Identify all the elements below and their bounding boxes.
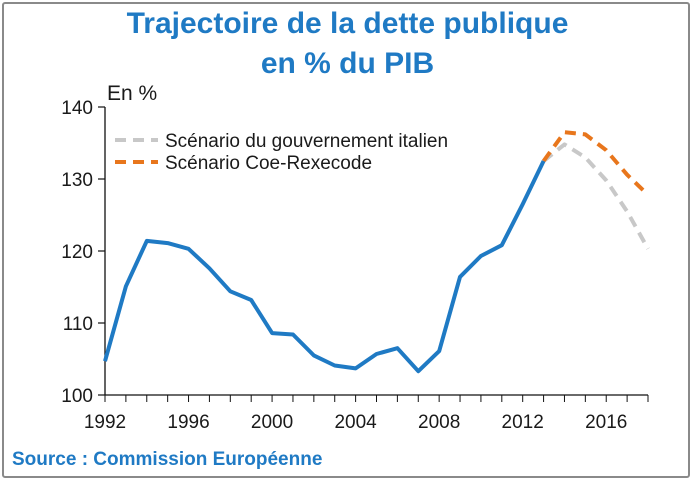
chart-title: Trajectoire de la dette publique en % du… — [0, 4, 695, 84]
x-tick-label: 1992 — [84, 412, 126, 433]
y-tick-label: 140 — [61, 98, 93, 119]
series-line-coe — [541, 130, 650, 197]
x-tick-label: 2008 — [418, 412, 460, 433]
x-tick-label: 2004 — [334, 412, 377, 433]
x-tick-label: 2012 — [502, 412, 544, 433]
y-tick-label: 100 — [61, 386, 93, 407]
y-tick-label: 110 — [63, 314, 93, 335]
source-note: Source : Commission Européenne — [12, 449, 323, 470]
x-tick-label: 2000 — [251, 412, 293, 433]
y-axis-label: En % — [107, 82, 157, 105]
legend-label-coe: Scénario Coe-Rexecode — [165, 153, 372, 174]
x-tick-label: 2016 — [585, 412, 627, 433]
title-line-2: en % du PIB — [260, 47, 435, 80]
title-line-1: Trajectoire de la dette publique — [126, 7, 569, 40]
x-tick-label: 1996 — [167, 412, 209, 433]
y-tick-label: 130 — [61, 170, 93, 191]
series-line-actual — [103, 160, 546, 374]
legend-label-gov: Scénario du gouvernement italien — [165, 131, 448, 152]
chart-frame — [2, 2, 690, 478]
y-tick-label: 120 — [61, 242, 93, 263]
series-line-gov — [542, 142, 650, 250]
